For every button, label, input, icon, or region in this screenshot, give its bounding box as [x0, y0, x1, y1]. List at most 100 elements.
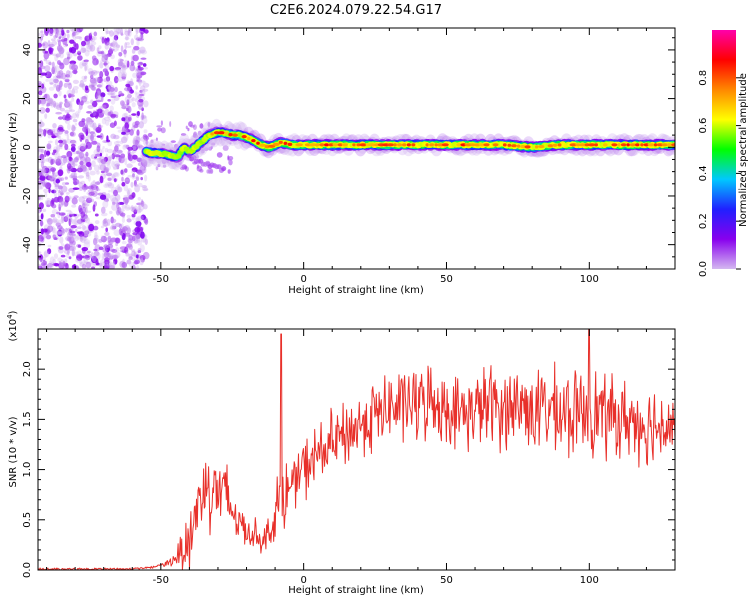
noise-blob: [70, 225, 77, 229]
noise-blob: [117, 71, 123, 79]
noise-blob: [106, 163, 111, 171]
noise-blob: [138, 203, 145, 211]
noise-blob: [38, 184, 43, 190]
noise-blob: [117, 206, 122, 214]
noise-blob: [63, 202, 68, 207]
noise-blob: [121, 240, 127, 245]
noise-blob: [132, 154, 138, 160]
noise-blob: [92, 110, 96, 117]
noise-blob: [44, 182, 48, 188]
noise-blob: [82, 259, 86, 265]
noise-blob: [74, 235, 80, 241]
noise-blob: [82, 167, 88, 172]
noise-blob: [107, 92, 114, 96]
noise-blob: [87, 194, 93, 200]
noise-blob: [65, 192, 70, 195]
noise-blob: [81, 184, 88, 191]
noise-blob: [38, 238, 43, 242]
signal-core: [332, 143, 339, 147]
noise-blob: [68, 104, 73, 112]
noise-blob: [58, 219, 65, 225]
noise-blob: [74, 89, 79, 94]
noise-blob: [102, 221, 109, 227]
noise-blob: [93, 248, 98, 252]
noise-blob: [87, 185, 94, 190]
noise-blob: [143, 100, 149, 108]
noise-blob: [47, 129, 54, 136]
noise-blob: [104, 257, 110, 262]
noise-blob: [133, 180, 137, 187]
noise-blob: [91, 86, 97, 91]
noise-blob: [93, 36, 97, 41]
noise-blob: [133, 183, 139, 187]
noise-blob: [130, 97, 138, 101]
noise-blob: [127, 105, 132, 114]
noise-blob: [101, 118, 107, 125]
noise-blob: [142, 251, 150, 260]
noise-blob: [131, 48, 136, 54]
noise-blob: [56, 104, 62, 110]
noise-blob: [91, 55, 97, 61]
noise-blob: [43, 188, 49, 193]
noise-blob: [78, 83, 86, 88]
noise-blob: [100, 96, 104, 102]
noise-blob: [57, 229, 63, 237]
signal-core: [356, 143, 361, 147]
noise-blob: [113, 229, 121, 236]
noise-blob: [98, 162, 106, 167]
signal-core: [626, 143, 630, 147]
noise-blob: [44, 113, 48, 119]
noise-blob: [57, 60, 61, 65]
noise-blob: [129, 207, 135, 211]
noise-blob: [142, 204, 148, 210]
noise-blob: [99, 175, 104, 184]
signal-core: [259, 143, 266, 147]
noise-blob: [113, 258, 118, 265]
noise-blob: [68, 106, 71, 110]
noise-blob: [83, 136, 87, 140]
noise-blob: [99, 71, 104, 79]
noise-blob: [111, 223, 118, 227]
noise-blob: [119, 140, 124, 145]
noise-blob: [113, 172, 119, 177]
noise-blob: [76, 253, 83, 261]
noise-blob: [71, 64, 78, 71]
spectrogram-frame: [37, 27, 676, 270]
noise-blob: [53, 189, 58, 198]
noise-blob: [135, 234, 141, 242]
noise-blob: [57, 257, 62, 263]
noise-blob: [121, 105, 127, 110]
noise-blob: [38, 124, 42, 132]
signal-core: [256, 141, 260, 145]
snr-frame: [37, 328, 676, 571]
noise-blob: [118, 90, 123, 96]
signal-core: [653, 143, 658, 147]
signal-core: [217, 131, 225, 135]
noise-blob: [40, 119, 43, 126]
noise-blob: [60, 259, 65, 266]
noise-blob: [119, 59, 124, 62]
noise-blob: [78, 132, 85, 139]
noise-blob: [73, 171, 77, 179]
noise-blob: [38, 120, 43, 127]
spectral-blob: [197, 130, 202, 136]
signal-core: [283, 141, 288, 145]
noise-blob: [119, 248, 125, 253]
noise-blob: [83, 230, 89, 237]
noise-blob: [71, 97, 75, 102]
noise-blob: [48, 43, 55, 48]
noise-blob: [96, 185, 99, 192]
signal-core: [483, 143, 490, 147]
signal-core: [492, 143, 499, 147]
noise-blob: [89, 77, 97, 84]
noise-blob: [68, 94, 75, 98]
noise-blob: [138, 61, 143, 65]
noise-blob: [64, 130, 69, 135]
snr-series-line: [38, 329, 675, 570]
noise-blob: [70, 159, 76, 163]
noise-blob: [48, 61, 52, 66]
noise-blob: [94, 231, 98, 239]
noise-blob: [44, 65, 51, 72]
noise-blob: [58, 189, 61, 194]
